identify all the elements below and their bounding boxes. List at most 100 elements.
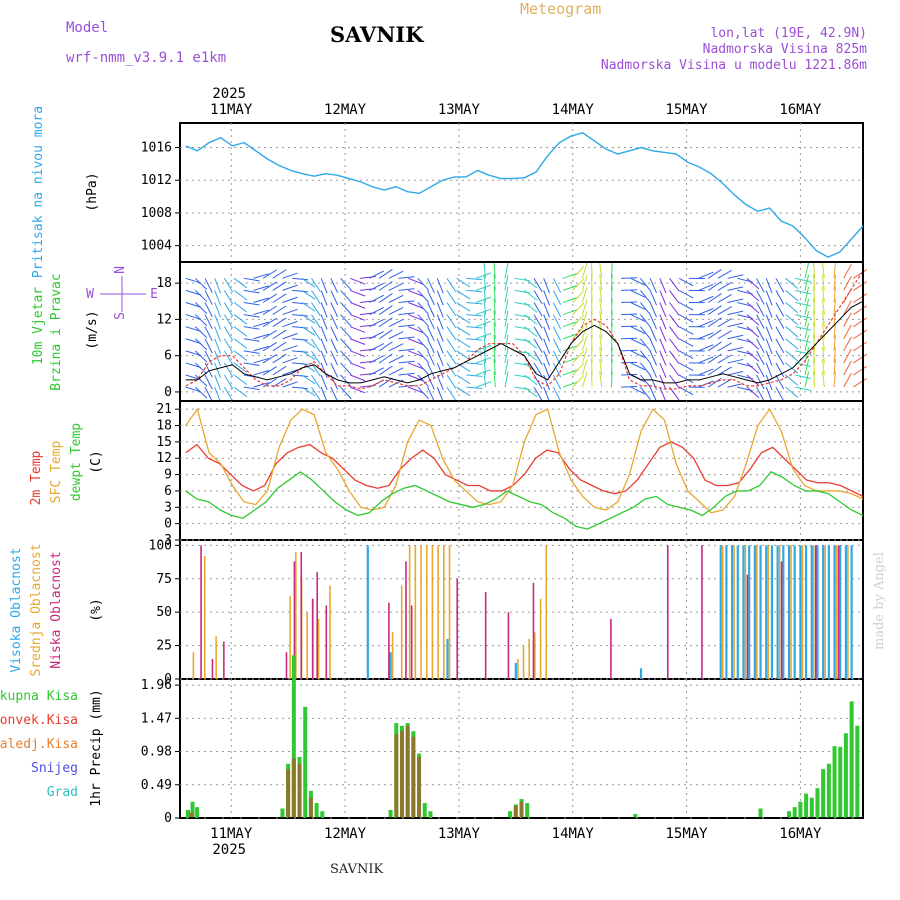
wind-arrow-26-0 [436, 386, 444, 403]
wind-arrow-65-2 [813, 346, 816, 363]
wind-arrow-32-0 [493, 371, 496, 388]
compass-n: N [113, 266, 128, 274]
wind-arrow-38-4 [552, 338, 562, 354]
wind-arrow-26-5 [436, 326, 444, 342]
wind-arrow-8-2 [262, 354, 277, 364]
precip-bar-conv-3 [297, 763, 302, 818]
wind-arrow-12-2 [301, 362, 316, 373]
wind-arrow-53-6 [698, 308, 714, 316]
ytick-label-wind-1: 6 [164, 349, 172, 364]
wind-arrow-26-3 [436, 350, 444, 366]
wind-arrow-17-6 [350, 314, 366, 321]
wind-arrow-11-5 [292, 326, 309, 329]
temp-unit: (C) [89, 450, 104, 473]
date-label-top-4: 15MAY [665, 102, 708, 118]
wind-arrow-41-3 [581, 335, 588, 351]
wind-arrow-37-1 [543, 374, 550, 391]
wind-arrow-43-4 [599, 322, 603, 339]
wind-arrow-17-7 [350, 302, 366, 309]
wind-arrow-4-3 [223, 350, 234, 365]
wind-arrow-44-1 [610, 359, 613, 376]
wind-arrow-7-5 [253, 321, 269, 328]
wind-arrow-56-5 [727, 322, 744, 328]
wind-arrow-51-1 [678, 374, 694, 384]
wind-arrow-48-8 [649, 290, 657, 306]
wind-arrow-16-7 [340, 302, 352, 315]
wind-arrow-12-7 [301, 302, 316, 312]
wind-arrow-27-4 [446, 338, 457, 353]
wind-arrow-14-2 [320, 362, 328, 378]
wind-arrow-20-1 [378, 365, 393, 376]
precip-bar-conv-7 [405, 725, 410, 818]
wind-arrow-61-5 [775, 326, 785, 341]
wind-arrow-50-1 [669, 374, 680, 389]
wind-arrow-29-1 [466, 374, 483, 377]
wind-arrow-56-1 [727, 371, 744, 376]
wind-arrow-58-6 [746, 314, 760, 326]
wind-arrow-35-3 [524, 350, 538, 361]
wind-arrow-23-5 [408, 326, 424, 333]
wind-arrow-21-8 [388, 282, 404, 291]
wind-arrow-7-6 [253, 309, 269, 316]
ytick-label-temp-4: 9 [164, 468, 172, 483]
wind-arrow-48-1 [649, 374, 657, 390]
wind-arrow-15-6 [330, 314, 339, 330]
wind-arrow-31-4 [483, 322, 487, 339]
wind-arrow-36-0 [533, 386, 543, 402]
compass-s: S [113, 312, 128, 320]
wind-arrow-16-8 [340, 290, 352, 303]
wind-arrow-4-9 [223, 278, 234, 293]
wind-arrow-9-0 [272, 377, 287, 388]
wind-arrow-24-4 [417, 338, 430, 351]
wind-axis-title: 10m Vjetar [31, 287, 46, 365]
wind-arrow-63-5 [795, 326, 812, 331]
wind-arrow-4-0 [223, 386, 234, 402]
wind-arrow-19-6 [369, 306, 385, 316]
wind-arrow-47-3 [640, 350, 651, 364]
wind-arrow-41-4 [581, 323, 588, 339]
wind-arrow-9-5 [272, 317, 287, 328]
wind-arrow-5-0 [233, 386, 248, 398]
wind-arrow-54-6 [707, 305, 722, 315]
wind-arrow-17-2 [350, 362, 366, 370]
wind-arrow-8-7 [262, 293, 277, 303]
wind-arrow-12-4 [301, 338, 316, 348]
wind-arrow-31-2 [483, 346, 487, 363]
wind-arrow-20-4 [378, 329, 393, 340]
wind-arrow-23-9 [408, 277, 424, 285]
wind-arrow-44-5 [610, 310, 613, 327]
wind-arrow-54-4 [707, 329, 722, 340]
wind-arrow-33-9 [504, 262, 509, 279]
wind-arrow-53-4 [698, 332, 714, 340]
ytick-label-cloud-4: 100 [149, 538, 172, 553]
wind-arrow-68-6 [843, 300, 852, 315]
wind-arrow-40-0 [572, 375, 585, 388]
wind-arrow-46-7 [630, 302, 646, 310]
wind-arrow-54-2 [707, 353, 722, 364]
wind-arrow-29-8 [466, 289, 483, 293]
wind-arrow-33-6 [504, 298, 509, 315]
wind-arrow-9-8 [272, 281, 287, 291]
wind-arrow-20-2 [378, 353, 393, 364]
wind-arrow-23-8 [408, 289, 424, 297]
wind-arrow-31-1 [483, 359, 487, 376]
wind-arrow-15-5 [330, 326, 339, 342]
precip-bar-conv-4 [308, 797, 313, 818]
wind-arrow-49-4 [659, 338, 667, 354]
wind-arrow-55-5 [717, 318, 732, 328]
ytick-label-pressure-2: 1012 [141, 173, 172, 188]
wind-arrow-69-3 [853, 341, 868, 352]
wind-arrow-20-8 [378, 280, 393, 291]
precip-legend-2: Zaledj.Kisa [0, 737, 78, 752]
wind-arrow-68-2 [843, 348, 852, 364]
wind-arrow-29-0 [466, 386, 483, 389]
wind-arrow-26-9 [436, 278, 444, 294]
precip-bar-total-31 [821, 769, 826, 818]
wind-arrow-64-4 [804, 323, 810, 339]
wind-arrow-11-4 [292, 338, 309, 341]
wind-arrow-1-8 [195, 290, 208, 302]
wind-arrow-19-4 [369, 331, 385, 340]
wind-arrow-65-3 [813, 334, 816, 351]
wind-arrow-15-7 [330, 302, 339, 318]
wind-arrow-30-9 [475, 272, 492, 279]
